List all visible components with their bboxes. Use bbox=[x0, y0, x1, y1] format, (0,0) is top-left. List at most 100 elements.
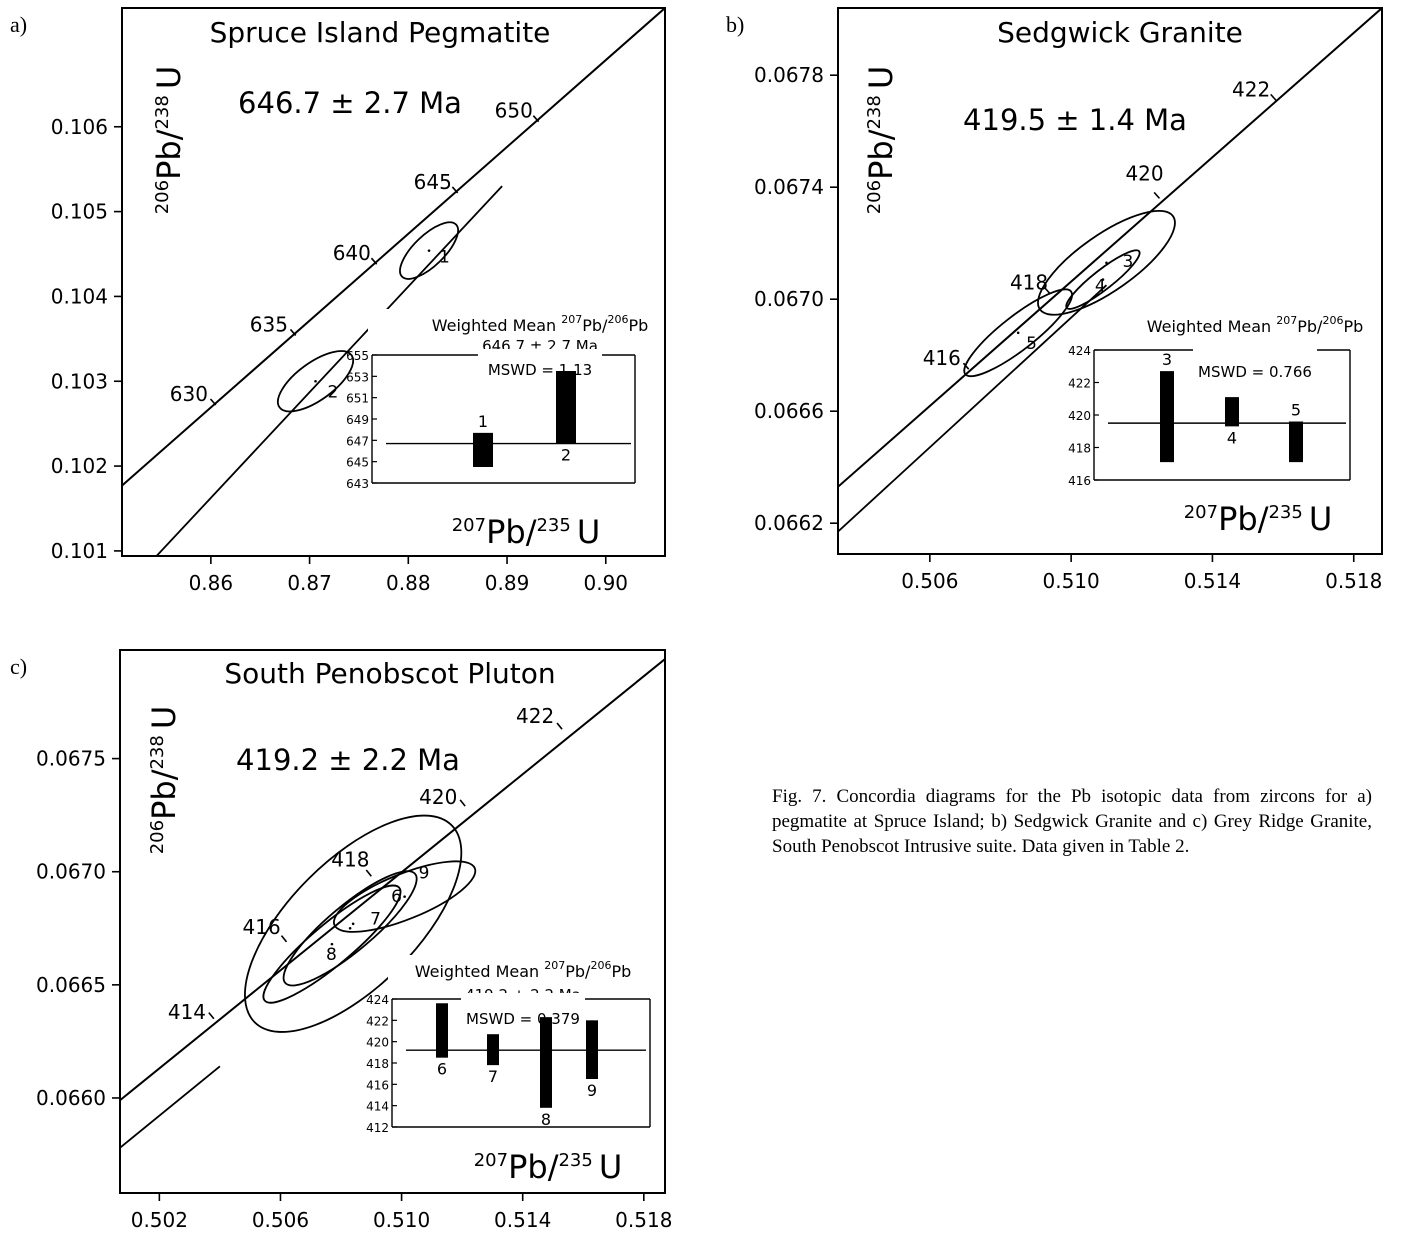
error-ellipse bbox=[1037, 209, 1176, 316]
concordia-age-tick bbox=[370, 257, 378, 265]
concordia-age-label: 422 bbox=[516, 704, 554, 728]
error-envelope-line bbox=[120, 1065, 221, 1149]
inset-y-tick-label: 649 bbox=[346, 413, 369, 427]
concordia-age-tick bbox=[556, 722, 563, 730]
inset-box-gap bbox=[1193, 344, 1317, 356]
x-axis-label: 207Pb/235 U bbox=[452, 513, 601, 551]
inset-mswd-label: MSWD = 0.766 bbox=[1198, 363, 1312, 381]
inset-y-tick-label: 424 bbox=[366, 993, 389, 1007]
concordia-curve bbox=[838, 8, 1382, 488]
y-tick-label: 0.0660 bbox=[36, 1086, 106, 1110]
concordia-age-label: 422 bbox=[1232, 77, 1270, 101]
ellipse-center-point bbox=[351, 922, 355, 926]
concordia-age-label: 414 bbox=[168, 1000, 206, 1024]
ellipse-label: 6 bbox=[391, 887, 402, 907]
inset-y-tick-label: 420 bbox=[366, 1036, 389, 1050]
age-label: 646.7 ± 2.7 Ma bbox=[238, 86, 462, 120]
inset-mswd-label: MSWD = 1.13 bbox=[488, 361, 592, 379]
inset-y-tick-label: 416 bbox=[366, 1078, 389, 1092]
x-axis-label: 207Pb/235 U bbox=[1184, 500, 1333, 538]
inset-error-bar bbox=[556, 371, 576, 444]
concordia-age-tick bbox=[209, 398, 217, 406]
inset-y-tick-label: 414 bbox=[366, 1100, 389, 1114]
concordia-age-label: 645 bbox=[414, 170, 452, 194]
inset-y-tick-label: 651 bbox=[346, 392, 369, 406]
inset-error-bar bbox=[436, 1003, 448, 1058]
inset-bar-label: 1 bbox=[478, 412, 488, 431]
inset-error-bar bbox=[1225, 397, 1239, 427]
inset-title: Weighted Mean 207Pb/206Pb bbox=[415, 959, 632, 981]
concordia-curve bbox=[122, 8, 665, 487]
inset-error-bar bbox=[1289, 421, 1303, 463]
y-tick-label: 0.102 bbox=[51, 454, 108, 478]
ellipse-label: 9 bbox=[419, 864, 430, 884]
inset-title: Weighted Mean 207Pb/206Pb bbox=[1147, 314, 1364, 336]
ellipse-center-point bbox=[403, 895, 406, 898]
x-tick-label: 0.506 bbox=[252, 1208, 309, 1232]
inset-y-tick-label: 412 bbox=[366, 1121, 389, 1135]
y-tick-label: 0.0666 bbox=[754, 399, 824, 423]
x-tick-label: 0.510 bbox=[1043, 569, 1100, 593]
error-ellipse bbox=[333, 860, 477, 933]
plot-frame bbox=[121, 7, 666, 557]
inset-bar-label: 6 bbox=[437, 1060, 447, 1079]
inset-box-gap bbox=[478, 349, 602, 361]
x-tick-label: 0.87 bbox=[287, 571, 332, 595]
inset-error-bar bbox=[473, 432, 493, 467]
x-tick-label: 0.510 bbox=[373, 1208, 430, 1232]
x-tick-label: 0.518 bbox=[615, 1208, 672, 1232]
plot-frame bbox=[119, 649, 666, 1194]
age-label: 419.5 ± 1.4 Ma bbox=[963, 103, 1187, 137]
concordia-age-tick bbox=[289, 328, 297, 336]
concordia-panel-b: b) 0.506 0.510 0.514 0.518 0.0662 0.0666 0.0670… bbox=[726, 7, 1383, 593]
concordia-age-tick bbox=[451, 186, 459, 194]
concordia-age-label: 650 bbox=[495, 99, 533, 123]
concordia-age-label: 418 bbox=[1010, 271, 1048, 295]
inset-y-tick-label: 655 bbox=[346, 349, 369, 363]
weighted-mean-inset: Weighted Mean 207Pb/206Pb419 ± 1.4 MaMSW… bbox=[1068, 310, 1363, 488]
concordia-age-label: 640 bbox=[333, 241, 371, 265]
ellipse-label: 4 bbox=[1095, 277, 1106, 297]
concordia-curve bbox=[120, 658, 665, 1102]
inset-error-bar bbox=[586, 1020, 598, 1079]
y-tick-label: 0.103 bbox=[51, 369, 108, 393]
inset-y-tick-label: 420 bbox=[1068, 409, 1091, 423]
y-tick-label: 0.0665 bbox=[36, 973, 106, 997]
x-tick-label: 0.88 bbox=[386, 571, 431, 595]
concordia-age-tick bbox=[459, 799, 466, 807]
y-tick-label: 0.0670 bbox=[36, 860, 106, 884]
concordia-age-label: 418 bbox=[331, 847, 369, 871]
inset-y-tick-label: 418 bbox=[1068, 442, 1091, 456]
ellipse-center-point bbox=[348, 926, 352, 930]
error-ellipse bbox=[963, 288, 1073, 378]
inset-y-tick-label: 645 bbox=[346, 456, 369, 470]
inset-bar-label: 2 bbox=[561, 446, 571, 465]
y-tick-label: 0.0675 bbox=[36, 747, 106, 771]
y-tick-label: 0.104 bbox=[51, 284, 108, 308]
y-tick-label: 0.106 bbox=[51, 115, 108, 139]
inset-bar-label: 4 bbox=[1227, 428, 1237, 447]
concordia-age-tick bbox=[532, 115, 540, 123]
ellipse-center-point bbox=[427, 249, 431, 252]
error-ellipse bbox=[282, 870, 418, 987]
concordia-age-tick bbox=[1153, 191, 1161, 199]
ellipse-label: 7 bbox=[370, 909, 381, 929]
ellipse-center-point bbox=[1101, 278, 1105, 281]
concordia-age-tick bbox=[208, 1012, 215, 1020]
concordia-age-tick bbox=[1270, 93, 1277, 101]
error-ellipse bbox=[262, 884, 402, 1004]
panel-label: a) bbox=[10, 12, 27, 37]
concordia-age-tick bbox=[962, 362, 970, 370]
panel-label: b) bbox=[726, 12, 744, 37]
concordia-panel-c: c) 0.502 0.506 0.510 0.514 0.518 0.0660 0.0665 0… bbox=[10, 649, 672, 1232]
inset-mswd-label: MSWD = 0.379 bbox=[466, 1010, 580, 1028]
x-tick-label: 0.89 bbox=[485, 571, 530, 595]
ellipse-label: 2 bbox=[328, 382, 339, 402]
concordia-age-label: 420 bbox=[1125, 161, 1163, 185]
inset-bar-label: 5 bbox=[1291, 401, 1301, 420]
inset-error-bar bbox=[1160, 371, 1174, 463]
concordia-age-label: 420 bbox=[419, 785, 457, 809]
y-axis-label: 206Pb/238U bbox=[150, 66, 188, 215]
ellipse-label: 5 bbox=[1026, 334, 1037, 354]
